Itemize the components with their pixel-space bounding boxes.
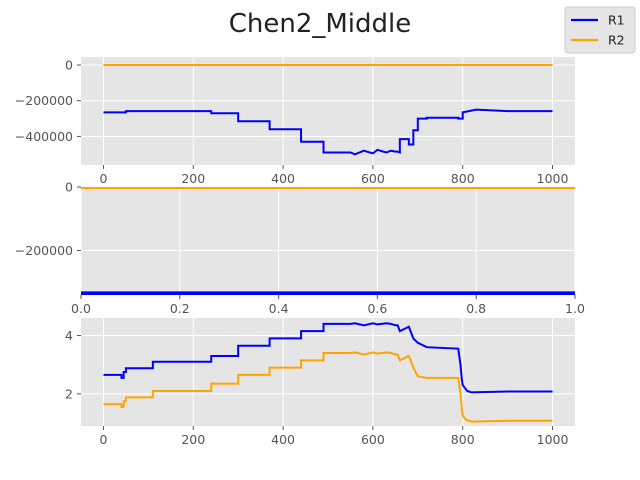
y-tick-label: 4 [65, 328, 73, 343]
plot-area-middle [81, 187, 575, 295]
chart-panel-middle: 0.0 0.2 0.4 0.6 0.8 1.0 0 −200000 [15, 180, 585, 317]
x-tick-label: 0.4 [269, 301, 289, 316]
legend-label-r1: R1 [608, 13, 625, 28]
x-tick-label: 400 [271, 432, 295, 447]
legend-frame [564, 6, 636, 54]
x-tick-label: 800 [451, 171, 475, 186]
legend-label-r2: R2 [608, 33, 625, 48]
y-tick-label: 2 [65, 386, 73, 401]
x-tick-label: 1000 [537, 171, 569, 186]
series-line-r2-bottom [103, 351, 553, 423]
y-tick-label: −400000 [15, 129, 73, 144]
x-tick-label: 800 [451, 432, 475, 447]
x-tick-label: 0.0 [71, 301, 91, 316]
x-tick-label: 0 [99, 432, 107, 447]
x-tick-label: 0 [99, 171, 107, 186]
x-tick-label: 0.2 [170, 301, 190, 316]
x-tick-label: 200 [181, 432, 205, 447]
x-tick-label: 600 [361, 432, 385, 447]
x-tick-label: 200 [181, 171, 205, 186]
x-tick-label: 400 [271, 171, 295, 186]
chart-panel-bottom: 0 200 400 600 800 1000 2 4 [65, 318, 575, 447]
x-tick-label: 1.0 [565, 301, 585, 316]
plot-area-bottom [81, 318, 575, 426]
y-tick-label: 0 [65, 58, 73, 73]
y-tick-label: −200000 [15, 93, 73, 108]
legend: R1 R2 [564, 6, 636, 54]
y-tick-label: −200000 [15, 243, 73, 258]
series-line-r1-top [103, 108, 553, 156]
chart-title: Chen2_Middle [229, 9, 412, 39]
y-tick-label: 0 [65, 180, 73, 195]
x-tick-label: 0.8 [466, 301, 486, 316]
series-line-r1-bottom [103, 322, 553, 394]
chart-panel-top: 0 200 400 600 800 1000 0 −200000 −400000 [15, 57, 575, 186]
x-tick-label: 0.6 [367, 301, 387, 316]
x-tick-label: 1000 [537, 432, 569, 447]
x-tick-label: 600 [361, 171, 385, 186]
